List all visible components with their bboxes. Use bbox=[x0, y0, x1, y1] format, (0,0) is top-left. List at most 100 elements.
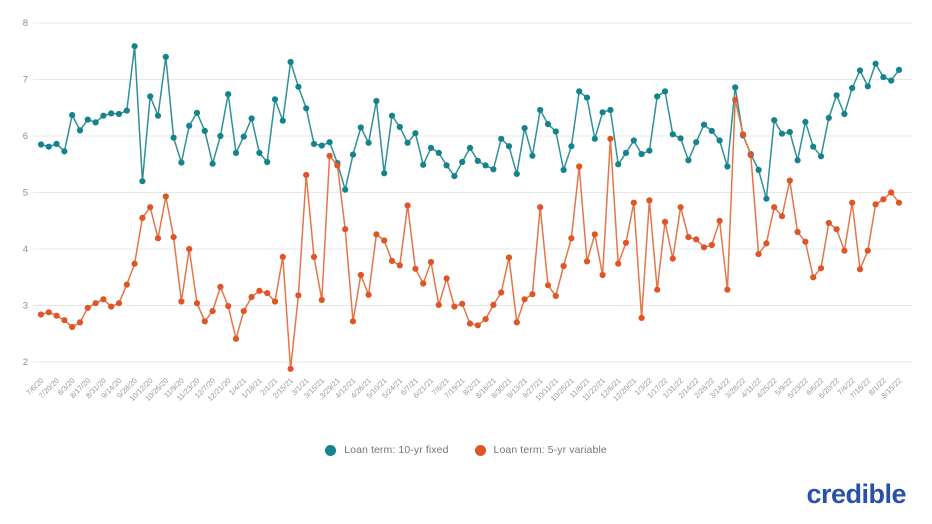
data-point bbox=[607, 135, 614, 142]
data-point bbox=[474, 322, 481, 329]
data-point bbox=[201, 318, 208, 325]
data-point bbox=[162, 193, 169, 200]
data-point bbox=[435, 149, 442, 156]
legend-label-10yr-fixed: Loan term: 10-yr fixed bbox=[344, 444, 449, 456]
data-point bbox=[443, 162, 450, 169]
data-point bbox=[248, 293, 255, 301]
data-point bbox=[154, 112, 162, 119]
data-point bbox=[810, 143, 817, 150]
data-point bbox=[240, 308, 247, 315]
data-point bbox=[622, 239, 630, 246]
chart-legend: Loan term: 10-yr fixed Loan term: 5-yr v… bbox=[0, 444, 932, 456]
data-point bbox=[864, 247, 871, 254]
data-point bbox=[69, 323, 76, 331]
data-point bbox=[349, 318, 357, 325]
data-point bbox=[677, 204, 684, 211]
orange-series-dot-icon bbox=[474, 444, 486, 456]
data-point bbox=[388, 257, 396, 264]
data-point bbox=[888, 189, 895, 196]
data-point bbox=[61, 317, 68, 324]
data-point bbox=[677, 135, 684, 142]
data-point bbox=[568, 235, 575, 242]
data-point bbox=[833, 92, 840, 99]
data-point bbox=[342, 186, 349, 193]
data-point bbox=[217, 283, 224, 290]
data-point bbox=[646, 197, 653, 204]
data-point bbox=[225, 303, 232, 310]
data-point bbox=[139, 214, 146, 221]
data-point bbox=[661, 218, 669, 225]
data-point bbox=[466, 320, 474, 327]
data-point bbox=[778, 130, 786, 137]
data-point bbox=[888, 77, 895, 84]
data-point bbox=[404, 202, 411, 209]
data-point bbox=[108, 110, 115, 117]
legend-item-5yr-variable: Loan term: 5-yr variable bbox=[474, 444, 607, 456]
data-point bbox=[669, 255, 676, 262]
data-point bbox=[170, 134, 177, 141]
data-point bbox=[170, 234, 177, 241]
data-point bbox=[193, 109, 201, 116]
data-point bbox=[396, 262, 403, 269]
data-point bbox=[537, 106, 544, 114]
data-point bbox=[576, 88, 583, 95]
data-point bbox=[115, 300, 123, 307]
data-point bbox=[365, 291, 372, 298]
data-point bbox=[373, 231, 380, 238]
data-point bbox=[365, 139, 372, 146]
data-point bbox=[92, 119, 99, 126]
data-point bbox=[139, 178, 146, 185]
data-point bbox=[84, 116, 91, 123]
data-point bbox=[349, 151, 357, 158]
data-point bbox=[786, 177, 793, 184]
data-point bbox=[217, 132, 224, 140]
data-point bbox=[568, 143, 575, 150]
data-point bbox=[591, 135, 598, 142]
data-point bbox=[771, 117, 778, 124]
data-point bbox=[115, 110, 123, 118]
data-point bbox=[817, 153, 825, 160]
data-point bbox=[880, 74, 887, 81]
series-line-10yr-fixed bbox=[40, 45, 900, 200]
data-point bbox=[459, 158, 466, 166]
data-point bbox=[513, 319, 520, 326]
data-point bbox=[622, 149, 630, 156]
data-point bbox=[615, 161, 622, 168]
teal-series-dot-icon bbox=[325, 444, 337, 456]
data-point bbox=[201, 127, 208, 134]
series-line-5yr-variable bbox=[40, 99, 900, 370]
data-point bbox=[318, 142, 325, 149]
data-point bbox=[654, 93, 661, 100]
data-point bbox=[427, 144, 435, 151]
data-point bbox=[154, 235, 162, 242]
data-point bbox=[716, 137, 723, 144]
data-point bbox=[256, 287, 263, 294]
data-point bbox=[381, 170, 388, 177]
data-point bbox=[209, 308, 216, 315]
data-point bbox=[802, 118, 809, 125]
data-point bbox=[724, 286, 731, 293]
data-point bbox=[123, 107, 130, 114]
data-point bbox=[84, 304, 91, 311]
data-point bbox=[591, 231, 598, 238]
data-point bbox=[264, 290, 271, 297]
data-point bbox=[45, 309, 52, 316]
data-point bbox=[37, 311, 45, 318]
data-point bbox=[654, 286, 661, 293]
data-point bbox=[771, 204, 778, 211]
data-point bbox=[53, 312, 60, 319]
data-point bbox=[303, 171, 310, 179]
data-point bbox=[529, 152, 536, 159]
data-point bbox=[178, 298, 185, 305]
data-point bbox=[412, 130, 419, 137]
data-point bbox=[240, 133, 247, 140]
data-point bbox=[420, 280, 427, 287]
data-point bbox=[794, 157, 801, 164]
data-point bbox=[357, 124, 364, 131]
y-axis-tick-label: 2 bbox=[23, 357, 28, 368]
data-point bbox=[856, 67, 864, 74]
data-point bbox=[583, 94, 591, 101]
data-point bbox=[147, 93, 154, 100]
data-point bbox=[357, 271, 364, 279]
